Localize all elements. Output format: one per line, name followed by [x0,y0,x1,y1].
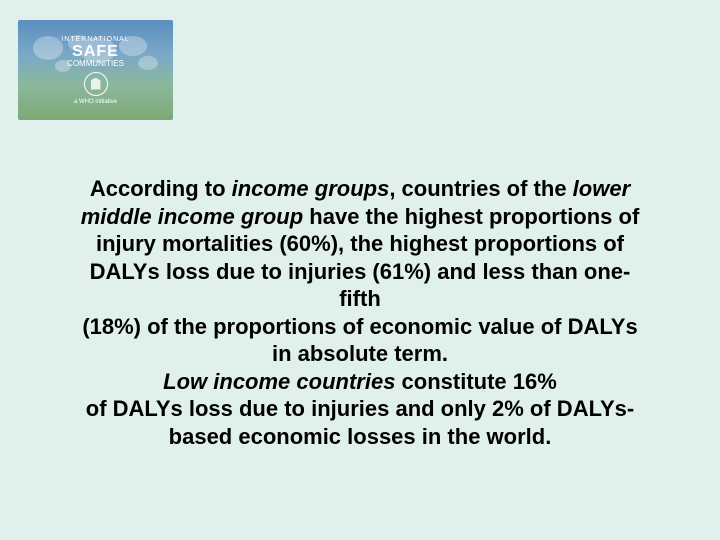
logo-text-safe: SAFE [72,44,119,60]
text-segments: According to income groups, countries of… [81,176,640,311]
logo-badge: INTERNATIONAL SAFE COMMUNITIES a WHO ini… [18,20,173,120]
logo-text-who: a WHO initiative [74,99,117,105]
body-paragraph: According to income groups, countries of… [70,175,650,450]
text-segments-3: Low income countries constitute 16% [163,369,557,394]
logo-emblem-icon [84,72,108,96]
text-span: income groups [232,176,390,201]
logo-emblem-inner [91,78,101,90]
text-segments-2: (18%) of the proportions of economic val… [82,314,637,367]
logo-text-communities: COMMUNITIES [67,59,124,68]
logo-background: INTERNATIONAL SAFE COMMUNITIES a WHO ini… [18,20,173,120]
text-span: Low income countries [163,369,401,394]
text-span: According to [90,176,232,201]
text-segments-4: of DALYs loss due to injuries and only 2… [86,396,634,449]
logo-text-international: INTERNATIONAL [61,36,130,43]
text-span: , countries of the [389,176,572,201]
text-span: of DALYs loss due to injuries and only 2… [86,396,634,449]
text-span: (18%) of the proportions of economic val… [82,314,637,367]
slide-content: According to income groups, countries of… [70,175,650,450]
text-span: constitute 16% [402,369,557,394]
